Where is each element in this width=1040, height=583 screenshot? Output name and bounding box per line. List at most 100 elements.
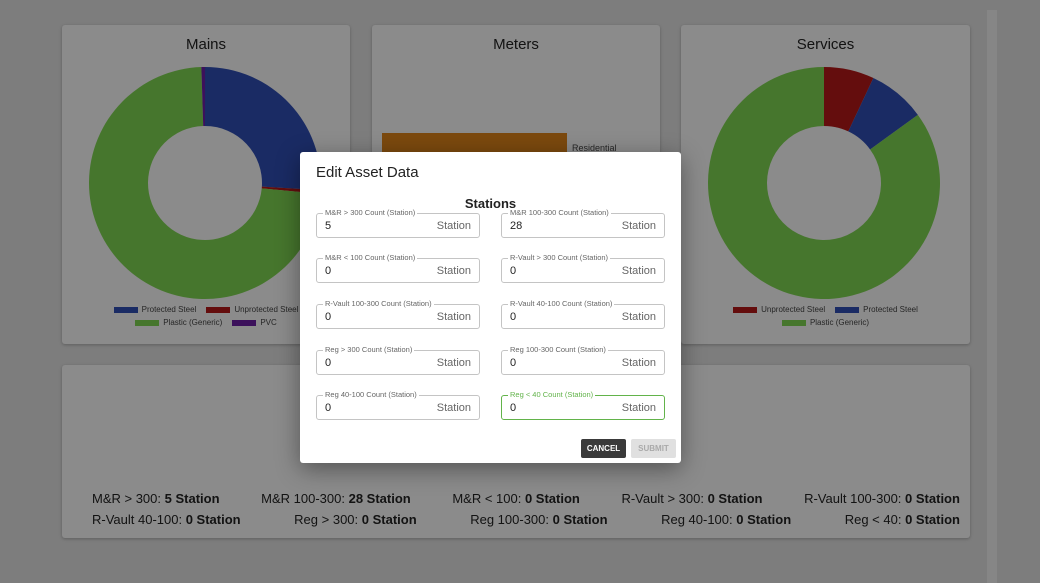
field-unit: Station [436, 265, 471, 277]
submit-button: SUBMIT [631, 439, 676, 458]
card-title: Mains [185, 36, 226, 53]
services-card: Services Unprotected Steel Protected Stee… [681, 25, 970, 344]
text-field[interactable]: R-Vault 100-300 Count (Station) 0 Station [316, 299, 480, 329]
field-value: 0 [510, 311, 517, 323]
field-value: 5 [325, 220, 332, 232]
summary-label: Reg < 40: [844, 512, 902, 527]
field-label: M&R > 300 Count (Station) [323, 208, 418, 217]
dialog: Edit Asset Data Stations CANCEL SUBMIT M… [300, 152, 681, 463]
donut-chart [708, 67, 940, 299]
summary-label: R-Vault > 300: [621, 491, 704, 506]
legend-label: PVC [260, 318, 277, 327]
summary-label: M&R > 300: [92, 491, 162, 506]
legend-swatch [206, 306, 231, 313]
field-label: M&R < 100 Count (Station) [323, 253, 418, 262]
legend-label: Protected Steel [863, 305, 918, 314]
field-unit: Station [436, 357, 471, 369]
summary-item: M&R < 100: 0 Station [452, 491, 580, 506]
cancel-button[interactable]: CANCEL [581, 439, 626, 458]
summary-label: Reg > 300: [294, 512, 359, 527]
text-field[interactable]: Reg 40-100 Count (Station) 0 Station [316, 390, 480, 420]
text-field[interactable]: R-Vault 40-100 Count (Station) 0 Station [501, 299, 665, 329]
summary-label: R-Vault 40-100: [92, 512, 183, 527]
legend-label: Plastic (Generic) [809, 318, 870, 327]
section-title: Stations [464, 196, 517, 211]
donut-segment [89, 67, 321, 299]
legend-label: Plastic (Generic) [163, 318, 223, 327]
legend-label: Unprotected Steel [761, 305, 826, 314]
summary-value: 0 Station [707, 491, 763, 506]
summary-value: 0 Station [185, 512, 241, 527]
summary-label: R-Vault 100-300: [804, 491, 902, 506]
field-unit: Station [621, 357, 656, 369]
text-field[interactable]: Reg < 40 Count (Station) 0 Station [501, 390, 665, 420]
text-field[interactable]: Reg 100-300 Count (Station) 0 Station [501, 345, 665, 375]
legend-item: PVC [232, 318, 277, 327]
field-value: 0 [325, 265, 332, 277]
summary-item: R-Vault 100-300: 0 Station [804, 491, 960, 506]
summary-item: Reg > 300: 0 Station [294, 512, 417, 527]
legend-swatch [135, 319, 160, 326]
legend-label: Protected Steel [141, 305, 197, 314]
donut-segment [201, 67, 205, 127]
donut-segment [848, 78, 918, 150]
field-label: Reg > 300 Count (Station) [323, 345, 415, 354]
legend-item: Protected Steel [113, 305, 197, 314]
legend-item: Unprotected Steel [733, 305, 825, 314]
summary-value: 0 Station [552, 512, 608, 527]
summary-label: Reg 100-300: [470, 512, 549, 527]
donut-segment [824, 67, 874, 132]
summary-row: M&R > 300: 5 Station M&R 100-300: 28 Stat… [92, 491, 960, 506]
summary-value: 5 Station [164, 491, 220, 506]
summary-label: Reg 40-100: [661, 512, 733, 527]
legend-label: Unprotected Steel [234, 305, 299, 314]
field-label: R-Vault 100-300 Count (Station) [323, 299, 434, 308]
summary-value: 0 Station [905, 491, 960, 506]
summary-item: R-Vault > 300: 0 Station [621, 491, 762, 506]
text-field[interactable]: Reg > 300 Count (Station) 0 Station [316, 345, 480, 375]
text-field[interactable]: M&R 100-300 Count (Station) 28 Station [501, 208, 665, 238]
summary-value: 0 Station [905, 512, 960, 527]
summary-label: M&R 100-300: [261, 491, 345, 506]
donut-segment [205, 67, 321, 191]
text-field[interactable]: R-Vault > 300 Count (Station) 0 Station [501, 253, 665, 283]
field-unit: Station [621, 402, 656, 414]
field-value: 0 [510, 357, 517, 369]
legend: Protected Steel Unprotected Steel Plastic … [82, 305, 330, 327]
field-value: 0 [325, 402, 332, 414]
field-label: R-Vault 40-100 Count (Station) [508, 299, 615, 308]
dialog-title: Edit Asset Data [316, 164, 419, 181]
summary-value: 0 Station [361, 512, 417, 527]
text-field[interactable]: M&R > 300 Count (Station) 5 Station [316, 208, 480, 238]
legend-item: Plastic (Generic) [781, 318, 870, 327]
field-label: M&R 100-300 Count (Station) [508, 208, 611, 217]
summary-value: 0 Station [524, 491, 580, 506]
summary-row: R-Vault 40-100: 0 Station Reg > 300: 0 St… [92, 512, 960, 527]
scrollbar [987, 10, 997, 583]
summary-item: R-Vault 40-100: 0 Station [92, 512, 241, 527]
field-value: 28 [510, 220, 523, 232]
summary-item: Reg < 40: 0 Station [845, 512, 960, 527]
summary-item: M&R 100-300: 28 Station [261, 491, 411, 506]
summary-value: 0 Station [736, 512, 792, 527]
field-unit: Station [621, 220, 656, 232]
field-value: 0 [325, 311, 332, 323]
summary-item: Reg 100-300: 0 Station [470, 512, 607, 527]
summary-value: 28 Station [348, 491, 411, 506]
summary-item: Reg 40-100: 0 Station [661, 512, 791, 527]
field-unit: Station [436, 402, 471, 414]
text-field[interactable]: M&R < 100 Count (Station) 0 Station [316, 253, 480, 283]
field-label: Reg < 40 Count (Station) [508, 390, 596, 399]
field-label: Reg 100-300 Count (Station) [508, 345, 608, 354]
legend-item: Unprotected Steel [206, 305, 298, 314]
legend-item: Plastic (Generic) [135, 318, 222, 327]
field-unit: Station [621, 265, 656, 277]
field-value: 0 [325, 357, 332, 369]
field-unit: Station [436, 220, 471, 232]
field-value: 0 [510, 265, 517, 277]
donut-segment [708, 67, 940, 299]
summary-item: M&R > 300: 5 Station [92, 491, 220, 506]
field-unit: Station [621, 311, 656, 323]
field-value: 0 [510, 402, 517, 414]
